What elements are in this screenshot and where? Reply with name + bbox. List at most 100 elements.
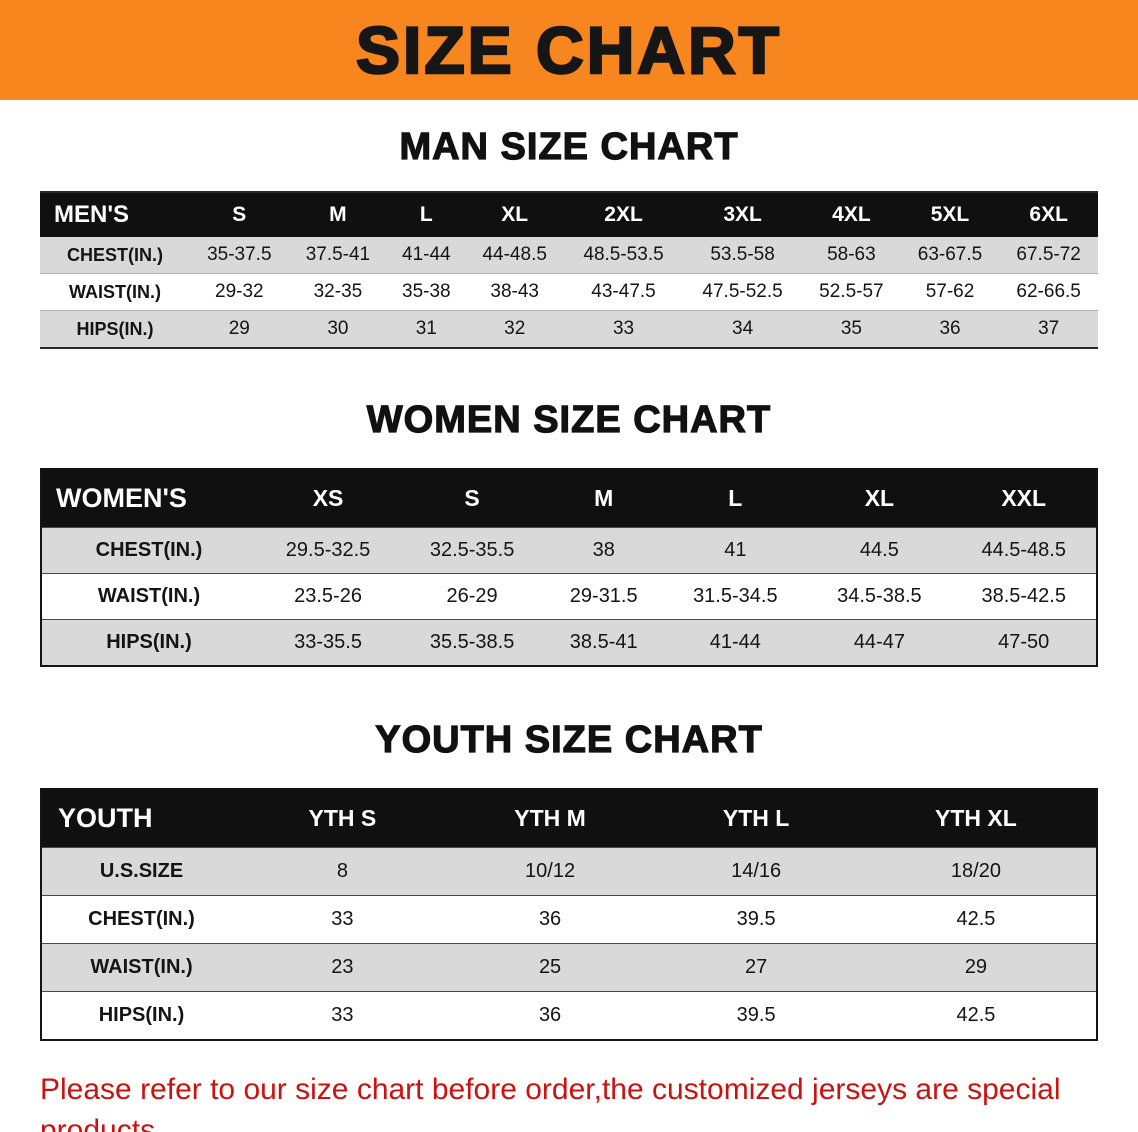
size-value-cell: 43-47.5	[591, 281, 656, 302]
size-chart-banner: SIZE CHART	[0, 0, 1138, 100]
size-value-cell: 23.5-26	[294, 585, 362, 607]
men-corner-label: MEN'S	[54, 201, 130, 228]
size-value-cell: 29-32	[215, 281, 264, 302]
size-value-cell: 31	[415, 318, 437, 339]
size-value-cell: 27	[744, 956, 768, 978]
size-value-cell: 10/12	[525, 860, 576, 882]
size-value-cell: 37	[1038, 318, 1060, 339]
size-value-cell: 44.5	[859, 539, 899, 561]
youth-size-table: YOUTH YTH S YTH M YTH L YTH XL U.S.SIZE 8 10/12…	[40, 788, 1098, 1041]
size-value-cell: 38-43	[490, 281, 539, 302]
size-value-cell: 29.5-32.5	[285, 539, 371, 561]
women-size-table: WOMEN'S XS S M L XL XXL CHEST(IN.) 29.5-32.5 32.5…	[40, 468, 1098, 667]
size-value-cell: 47-50	[998, 631, 1050, 653]
size-value-cell: 14/16	[731, 860, 782, 882]
size-value-cell: 52.5-57	[819, 281, 884, 302]
men-size-column-header: S	[232, 203, 247, 226]
men-size-table: MEN'S S M L XL 2XL 3XL 4XL 5XL 6XL CHEST(IN.) 35-37…	[40, 191, 1098, 349]
size-value-cell: 35-37.5	[207, 244, 272, 265]
size-value-cell: 42.5	[956, 908, 996, 930]
row-label: CHEST(IN.)	[95, 539, 203, 561]
women-size-column-header: M	[594, 485, 614, 511]
size-value-cell: 29-31.5	[569, 585, 638, 607]
disclaimer-text: Please refer to our size chart before or…	[40, 1069, 1098, 1132]
youth-section-heading: YOUTH SIZE CHART	[375, 718, 763, 761]
size-value-cell: 18/20	[950, 860, 1001, 882]
size-value-cell: 38	[592, 539, 615, 561]
size-value-cell: 41-44	[402, 244, 451, 265]
row-label: CHEST(IN.)	[67, 244, 163, 265]
youth-header-row: YOUTH YTH S YTH M YTH L YTH XL	[41, 789, 1097, 848]
women-header-row: WOMEN'S XS S M L XL XXL	[41, 469, 1097, 528]
women-size-column-header: S	[464, 485, 480, 511]
row-label: HIPS(IN.)	[76, 318, 154, 339]
youth-size-column-header: YTH XL	[935, 805, 1017, 831]
women-size-table-container: WOMEN'S XS S M L XL XXL CHEST(IN.) 29.5-32.5 32.5…	[40, 468, 1098, 667]
size-value-cell: 67.5-72	[1016, 244, 1081, 265]
size-value-cell: 62-66.5	[1016, 281, 1081, 302]
size-value-cell: 39.5	[736, 908, 776, 930]
youth-row-hips-in: HIPS(IN.) 33 36 39.5 42.5	[41, 991, 1097, 1040]
size-value-cell: 8	[336, 860, 348, 882]
women-size-column-header: XL	[864, 485, 895, 511]
size-value-cell: 57-62	[925, 281, 975, 302]
women-size-column-header: L	[728, 485, 743, 511]
banner-title: SIZE CHART	[355, 13, 782, 87]
row-label: HIPS(IN.)	[98, 1004, 185, 1026]
row-label: CHEST(IN.)	[88, 908, 195, 930]
men-size-column-header: 4XL	[832, 203, 871, 226]
row-label: WAIST(IN.)	[97, 585, 201, 607]
size-value-cell: 35	[840, 318, 862, 339]
size-value-cell: 41-44	[709, 631, 761, 653]
men-section-heading: MAN SIZE CHART	[399, 125, 739, 168]
disclaimer-line-1: Please refer to our size chart before or…	[40, 1073, 1061, 1132]
size-value-cell: 34.5-38.5	[837, 585, 922, 607]
men-row-waist-in: WAIST(IN.) 29-32 32-35 35-38 38-43 43-47.5 47.…	[40, 273, 1098, 311]
size-value-cell: 25	[538, 956, 562, 978]
size-value-cell: 26-29	[446, 585, 498, 607]
size-value-cell: 41	[724, 539, 747, 561]
size-value-cell: 29	[228, 318, 250, 339]
men-size-column-header: M	[329, 203, 347, 226]
men-row-chest-in: CHEST(IN.) 35-37.5 37.5-41 41-44 44-48.5 48.5…	[40, 237, 1098, 274]
size-value-cell: 33	[331, 908, 354, 930]
size-value-cell: 30	[327, 318, 349, 339]
youth-row-chest-in: CHEST(IN.) 33 36 39.5 42.5	[41, 895, 1097, 944]
size-value-cell: 44-48.5	[482, 244, 547, 265]
row-label: WAIST(IN.)	[69, 281, 161, 302]
size-value-cell: 31.5-34.5	[693, 585, 778, 607]
men-size-table-container: MEN'S S M L XL 2XL 3XL 4XL 5XL 6XL CHEST(IN.) 35-37…	[40, 191, 1098, 349]
women-size-column-header: XS	[312, 485, 344, 511]
women-row-waist-in: WAIST(IN.) 23.5-26 26-29 29-31.5 31.5-34.5 34…	[41, 573, 1097, 620]
size-value-cell: 47.5-52.5	[702, 281, 783, 302]
size-value-cell: 42.5	[956, 1004, 996, 1026]
size-value-cell: 39.5	[736, 1004, 776, 1026]
size-value-cell: 29	[964, 956, 988, 978]
men-size-column-header: 5XL	[930, 203, 970, 226]
youth-row-u-s-size: U.S.SIZE 8 10/12 14/16 18/20	[41, 847, 1097, 896]
size-value-cell: 63-67.5	[917, 244, 983, 265]
men-row-hips-in: HIPS(IN.) 29 30 31 32 33 34 35 36 37	[40, 310, 1098, 348]
women-size-column-header: XXL	[1001, 485, 1047, 511]
size-value-cell: 32-35	[313, 281, 363, 302]
men-size-column-header: XL	[501, 203, 529, 226]
youth-size-column-header: YTH M	[514, 805, 586, 831]
size-value-cell: 35-38	[402, 281, 451, 302]
size-value-cell: 44.5-48.5	[981, 539, 1066, 561]
women-corner-label: WOMEN'S	[56, 483, 187, 513]
youth-size-table-container: YOUTH YTH S YTH M YTH L YTH XL U.S.SIZE 8 10/12…	[40, 788, 1098, 1041]
size-value-cell: 58-63	[827, 244, 876, 265]
youth-row-waist-in: WAIST(IN.) 23 25 27 29	[41, 943, 1097, 992]
youth-corner-label: YOUTH	[58, 803, 153, 833]
size-value-cell: 33-35.5	[294, 631, 362, 653]
size-value-cell: 32.5-35.5	[429, 539, 515, 561]
size-value-cell: 48.5-53.5	[583, 244, 664, 265]
size-value-cell: 36	[939, 318, 961, 339]
men-size-column-header: 2XL	[604, 203, 643, 226]
size-value-cell: 33	[331, 1004, 354, 1026]
size-value-cell: 36	[538, 908, 562, 930]
men-size-column-header: 6XL	[1029, 203, 1068, 226]
men-size-column-header: 3XL	[723, 203, 762, 226]
size-value-cell: 44-47	[853, 631, 905, 653]
youth-size-column-header: YTH L	[722, 805, 790, 831]
